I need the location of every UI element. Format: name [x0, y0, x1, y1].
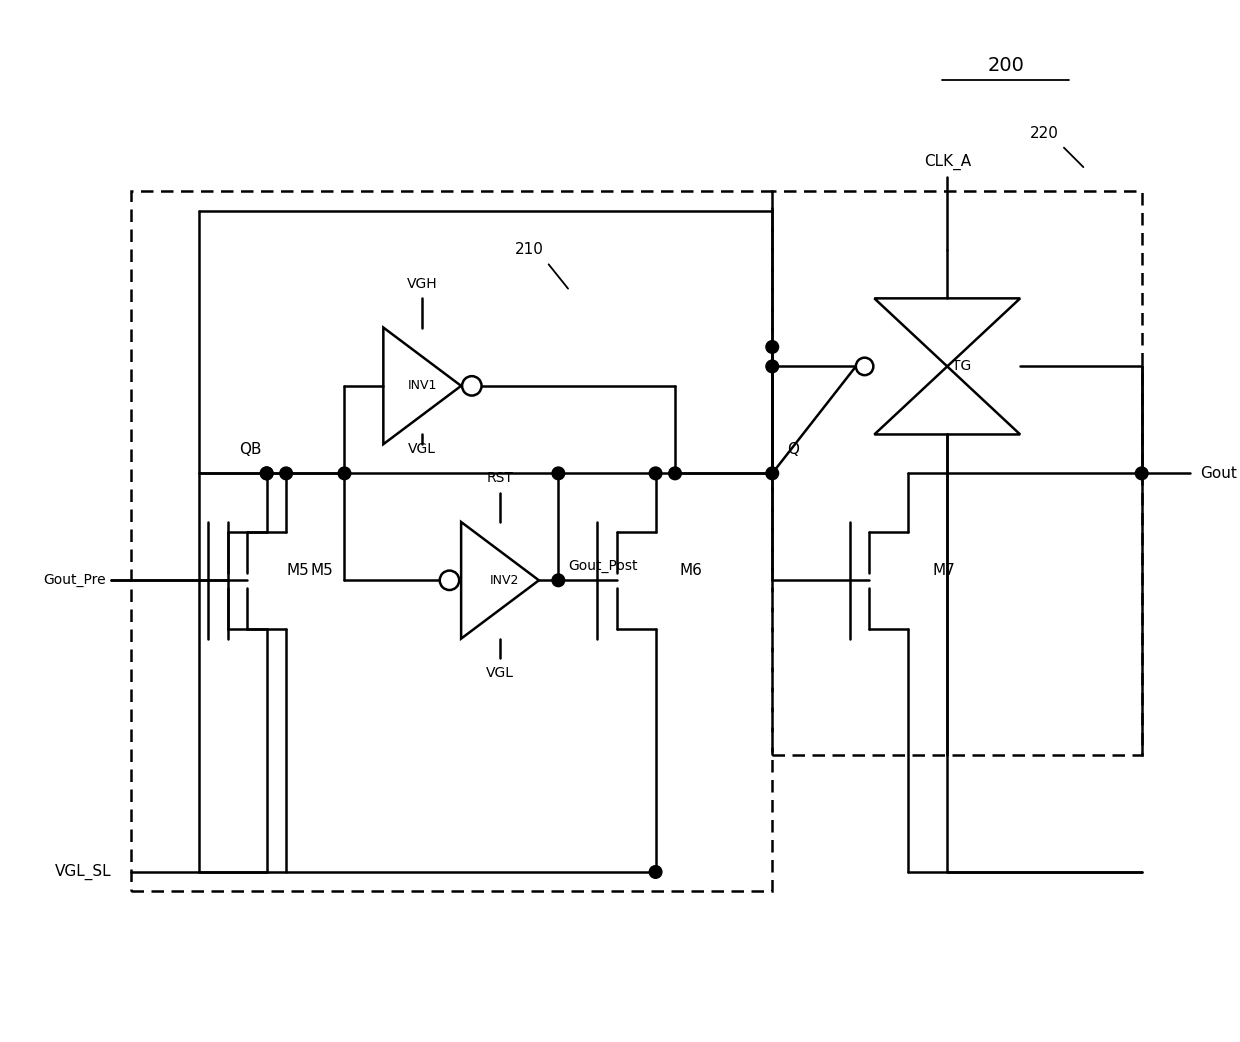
- Circle shape: [552, 574, 564, 587]
- Circle shape: [440, 571, 459, 590]
- Circle shape: [856, 357, 873, 375]
- Circle shape: [260, 467, 273, 479]
- Text: RST: RST: [486, 471, 513, 486]
- Text: VGL_SL: VGL_SL: [55, 864, 112, 880]
- Text: TG: TG: [952, 359, 971, 373]
- Text: Q: Q: [787, 442, 799, 456]
- Text: CLK_A: CLK_A: [924, 154, 971, 170]
- Text: INV1: INV1: [408, 379, 436, 393]
- Text: 200: 200: [987, 55, 1024, 75]
- Circle shape: [766, 341, 779, 353]
- Text: Gout_Post: Gout_Post: [568, 559, 637, 573]
- Text: Gout_Pre: Gout_Pre: [43, 573, 107, 588]
- Circle shape: [339, 467, 351, 479]
- Circle shape: [552, 467, 564, 479]
- Text: 220: 220: [1030, 126, 1059, 141]
- Circle shape: [766, 361, 779, 373]
- Text: M5: M5: [310, 563, 334, 578]
- Circle shape: [668, 467, 681, 479]
- Text: VGL: VGL: [486, 666, 515, 679]
- Text: VGH: VGH: [407, 277, 438, 291]
- Circle shape: [280, 467, 293, 479]
- Text: QB: QB: [239, 442, 262, 456]
- Text: M5: M5: [286, 563, 309, 578]
- Circle shape: [766, 467, 779, 479]
- Text: VGL: VGL: [408, 442, 436, 456]
- Circle shape: [463, 376, 481, 396]
- Text: 210: 210: [515, 242, 543, 257]
- Bar: [130, 192, 773, 891]
- Text: INV2: INV2: [490, 574, 520, 587]
- Text: Gout: Gout: [1200, 466, 1238, 480]
- Circle shape: [1136, 467, 1148, 479]
- Circle shape: [650, 866, 662, 878]
- Circle shape: [650, 467, 662, 479]
- Text: M6: M6: [680, 563, 703, 578]
- Circle shape: [260, 467, 273, 479]
- Text: M7: M7: [932, 563, 955, 578]
- Bar: [773, 192, 1142, 755]
